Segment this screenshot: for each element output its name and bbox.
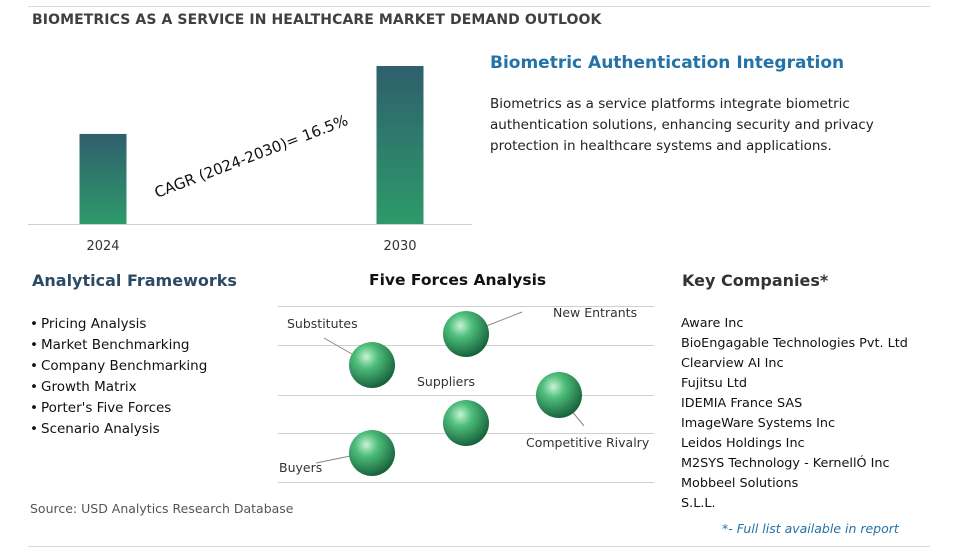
- new-entrants-sphere: [443, 311, 489, 357]
- full-list-note: *- Full list available in report: [722, 521, 899, 536]
- list-item: Porter's Five Forces: [30, 398, 207, 419]
- list-item: Mobbeel Solutions: [681, 476, 799, 491]
- cagr-annotation: CAGR (2024-2030)= 16.5%: [152, 111, 351, 202]
- list-item: IDEMIA France SAS: [681, 396, 803, 411]
- list-item: Market Benchmarking: [30, 335, 207, 356]
- list-item: Pricing Analysis: [30, 314, 207, 335]
- bar-2024: [79, 133, 127, 224]
- list-item: Company Benchmarking: [30, 356, 207, 377]
- companies-list: Aware Inc BioEngagable Technologies Pvt.…: [681, 314, 908, 514]
- substitutes-sphere: [349, 342, 395, 388]
- frameworks-title: Analytical Frameworks: [32, 271, 237, 290]
- list-item: Scenario Analysis: [30, 419, 207, 440]
- companies-title: Key Companies*: [682, 271, 829, 290]
- list-item: S.L.L.: [681, 496, 716, 511]
- integration-description: Biometrics as a service platforms integr…: [490, 96, 874, 154]
- new-entrants-label: New Entrants: [553, 305, 637, 320]
- list-item: BioEngagable Technologies Pvt. Ltd: [681, 336, 908, 351]
- list-item: ImageWare Systems Inc: [681, 416, 836, 431]
- competitive-rivalry-label: Competitive Rivalry: [526, 435, 650, 450]
- five-forces-title: Five Forces Analysis: [369, 271, 547, 289]
- bottom-divider: [28, 546, 930, 547]
- five-forces-diagram: New Entrants Substitutes Suppliers Compe…: [278, 305, 654, 483]
- competitive-rivalry-sphere: [536, 372, 582, 418]
- buyers-sphere: [349, 430, 395, 476]
- list-item: Clearview AI Inc: [681, 356, 784, 371]
- list-item: Aware Inc: [681, 316, 744, 331]
- market-bar-chart: 2024 2030 CAGR (2024-2030)= 16.5%: [28, 66, 472, 254]
- bar-2030: [376, 66, 424, 224]
- integration-title: Biometric Authentication Integration: [490, 53, 845, 73]
- list-item: Fujitsu Ltd: [681, 376, 748, 391]
- top-divider: [28, 6, 930, 7]
- frameworks-list: Pricing Analysis Market Benchmarking Com…: [30, 314, 207, 440]
- source-note: Source: USD Analytics Research Database: [30, 501, 294, 516]
- buyers-label: Buyers: [279, 460, 322, 475]
- x-tick-label: 2030: [383, 239, 416, 254]
- x-tick-label: 2024: [86, 239, 119, 254]
- suppliers-sphere: [443, 400, 489, 446]
- suppliers-label: Suppliers: [417, 374, 475, 389]
- list-item: Growth Matrix: [30, 377, 207, 398]
- list-item: M2SYS Technology - KernellÓ Inc: [681, 456, 890, 471]
- page-title: BIOMETRICS AS A SERVICE IN HEALTHCARE MA…: [32, 12, 602, 28]
- substitutes-label: Substitutes: [287, 316, 358, 331]
- list-item: Leidos Holdings Inc: [681, 436, 805, 451]
